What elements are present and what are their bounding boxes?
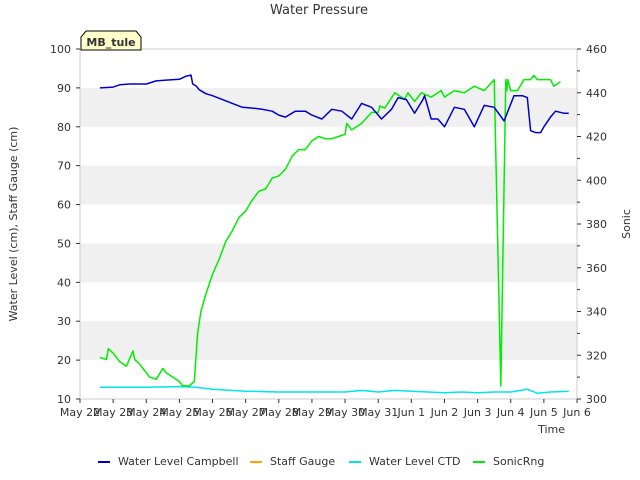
grid-band — [80, 321, 577, 361]
x-tick-label: May 23 — [93, 406, 133, 419]
y-right-tick-label: 380 — [586, 218, 607, 231]
station-label: MB_tule — [86, 36, 135, 49]
y-axis-right-label: Sonic — [620, 209, 633, 239]
y-right-tick-label: 420 — [586, 131, 607, 144]
y-left-tick-label: 80 — [57, 121, 71, 134]
y-right-tick-label: 460 — [586, 43, 607, 56]
x-tick-label: May 30 — [325, 406, 365, 419]
y-left-tick-label: 10 — [57, 393, 71, 406]
station-label-box: MB_tule — [80, 30, 142, 51]
legend-label-staff-gauge: Staff Gauge — [270, 455, 335, 468]
grid-band — [80, 165, 577, 205]
y-left-tick-label: 20 — [57, 354, 71, 367]
y-left-tick-label: 90 — [57, 82, 71, 95]
legend-label-ctd: Water Level CTD — [369, 455, 460, 468]
legend-label-sonicrng: SonicRng — [493, 455, 544, 468]
x-axis-label: Time — [537, 423, 565, 436]
station-label-background — [80, 30, 142, 51]
legend-label-campbell: Water Level Campbell — [118, 455, 239, 468]
y-left-tick-label: 60 — [57, 199, 71, 212]
y-axis-right: 300 320 340 360 380 400 420 440 460 — [577, 43, 607, 406]
series-lines — [99, 74, 569, 394]
y-left-tick-label: 100 — [50, 43, 71, 56]
x-tick-label: Jun 2 — [430, 406, 459, 419]
x-tick-label: Jun 1 — [396, 406, 425, 419]
series-line-ctd — [99, 385, 569, 394]
series-line-sonicrng — [99, 74, 561, 387]
x-tick-label: May 25 — [159, 406, 199, 419]
y-left-tick-label: 50 — [57, 237, 71, 250]
series-line-campbell — [99, 74, 569, 134]
x-tick-label: Jun 3 — [463, 406, 492, 419]
x-tick-label: Jun 5 — [529, 406, 558, 419]
chart-title: Water Pressure — [270, 3, 368, 18]
x-tick-label: May 27 — [226, 406, 266, 419]
x-tick-label: May 29 — [292, 406, 332, 419]
y-left-tick-label: 70 — [57, 160, 71, 173]
y-left-tick-label: 30 — [57, 315, 71, 328]
y-right-tick-label: 300 — [586, 393, 607, 406]
grid-band — [80, 243, 577, 283]
x-tick-label: May 26 — [192, 406, 232, 419]
x-tick-label: May 22 — [60, 406, 100, 419]
x-tick-label: Jun 6 — [562, 406, 591, 419]
y-axis-left: 10 20 30 40 50 60 70 80 90 100 — [50, 43, 80, 406]
y-right-tick-label: 360 — [586, 262, 607, 275]
y-right-tick-label: 340 — [586, 306, 607, 319]
y-right-tick-label: 320 — [586, 349, 607, 362]
x-tick-label: May 24 — [126, 406, 166, 419]
y-right-tick-label: 440 — [586, 87, 607, 100]
x-tick-label: May 31 — [358, 406, 398, 419]
x-tick-label: Jun 4 — [496, 406, 525, 419]
y-axis-left-label: Water Level (cm), Staff Gauge (cm) — [7, 127, 20, 322]
y-right-tick-label: 400 — [586, 174, 607, 187]
x-tick-label: May 28 — [259, 406, 299, 419]
y-left-tick-label: 40 — [57, 276, 71, 289]
legend: Water Level Campbell Staff Gauge Water Lev… — [98, 455, 544, 468]
grid-band — [80, 87, 577, 127]
